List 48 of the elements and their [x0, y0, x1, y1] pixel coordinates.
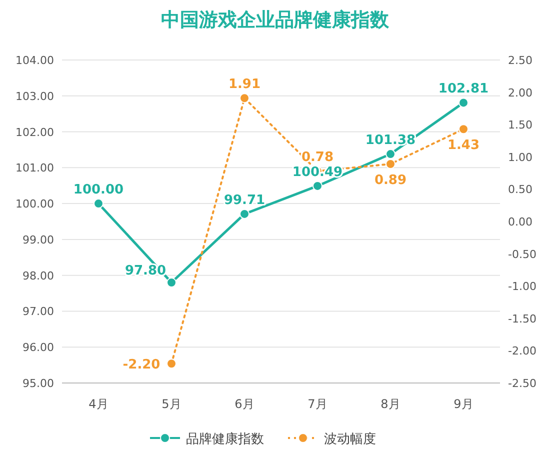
point — [166, 358, 176, 369]
point — [386, 159, 396, 170]
x-tick-label: 5月 — [162, 397, 182, 411]
y-tick-label: 100.00 — [16, 198, 54, 211]
y2-tick-label: -2.50 — [508, 377, 536, 390]
y-tick-label: 99.00 — [22, 233, 54, 246]
point — [458, 98, 468, 108]
y2-tick-label: 2.00 — [508, 86, 532, 100]
point — [312, 180, 322, 191]
data-label: -2.20 — [122, 358, 160, 373]
data-label: 0.89 — [374, 173, 407, 188]
point — [166, 278, 176, 288]
y2-tick-label: -1.00 — [508, 280, 536, 294]
point — [458, 124, 468, 134]
x-tick-label: 9月 — [454, 397, 474, 411]
x-tick-label: 7月 — [308, 397, 328, 411]
x-tick-label: 4月 — [88, 397, 108, 411]
y-tick-label: 104.00 — [16, 54, 54, 67]
y2-tick-label: 2.50 — [508, 54, 532, 67]
y2-tick-label: 1.50 — [508, 118, 532, 132]
legend-label: 品牌健康指数 — [186, 432, 264, 447]
data-label: 100.00 — [73, 182, 124, 198]
y-tick-label: 96.00 — [22, 341, 54, 354]
point — [386, 149, 396, 160]
y2-tick-label: 0.50 — [508, 183, 532, 196]
x-tick-label: 8月 — [380, 397, 400, 411]
y2-tick-label: 0.00 — [508, 216, 532, 228]
y2-tick-label: -2.00 — [508, 344, 536, 358]
y2-tick-label: 1.00 — [508, 150, 532, 164]
y-tick-label: 95.00 — [22, 377, 54, 390]
data-label: 0.78 — [301, 150, 334, 166]
y2-tick-label: -0.50 — [508, 248, 536, 261]
y-tick-label: 102.00 — [16, 126, 54, 139]
data-label: 1.91 — [228, 77, 261, 92]
x-tick-label: 6月 — [234, 397, 254, 411]
data-label: 1.43 — [447, 138, 480, 154]
data-label: 99.71 — [224, 192, 266, 208]
point — [240, 93, 250, 104]
point — [240, 208, 250, 219]
y-tick-label: 97.00 — [22, 305, 54, 318]
y-tick-label: 101.00 — [16, 162, 54, 175]
y-tick-label: 103.00 — [16, 90, 54, 103]
data-label: 102.81 — [438, 82, 489, 97]
y-tick-label: 98.00 — [22, 269, 54, 282]
point — [94, 198, 104, 209]
y2-tick-label: -1.50 — [508, 312, 536, 326]
chart-title: 中国游戏企业品牌健康指数 — [161, 9, 390, 31]
legend-label: 波动幅度 — [324, 431, 376, 447]
